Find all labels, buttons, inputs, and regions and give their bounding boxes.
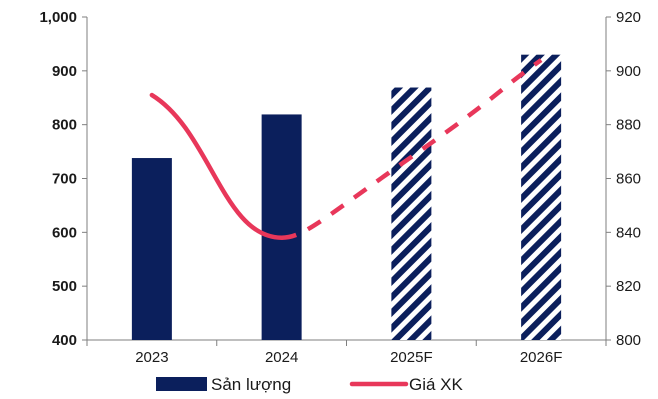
x-tick-label: 2025F (390, 349, 433, 366)
line-series (149, 58, 543, 240)
legend-label-bar: Sản lượng (211, 375, 291, 394)
x-tick-label: 2026F (520, 349, 563, 366)
left-tick-label: 800 (52, 117, 77, 134)
x-tick-label: 2023 (135, 349, 168, 366)
right-tick-label: 920 (616, 9, 641, 26)
bar-2024 (261, 114, 302, 341)
legend-label-line: Giá XK (409, 375, 464, 394)
right-tick-label: 800 (616, 332, 641, 349)
legend-swatch-bar (156, 377, 207, 391)
right-tick-label: 820 (616, 278, 641, 295)
legend: Sản lượng Giá XK (156, 375, 464, 394)
x-axis-ticks: 2023 2024 2025F 2026F (86, 340, 607, 366)
right-tick-label: 860 (616, 171, 641, 188)
left-tick-label: 600 (52, 224, 77, 241)
left-tick-label: 900 (52, 63, 77, 80)
right-tick-label: 900 (616, 63, 641, 80)
left-tick-label: 500 (52, 278, 77, 295)
right-axis-ticks: 800 820 840 860 880 900 920 (606, 9, 641, 349)
right-tick-label: 880 (616, 117, 641, 134)
bar-2026F (521, 54, 562, 340)
right-tick-label: 840 (616, 224, 641, 241)
left-tick-label: 700 (52, 171, 77, 188)
plot-area: 400 500 600 700 800 900 1,000 800 820 840 860 880 9… (39, 9, 641, 366)
left-tick-label: 1,000 (39, 9, 77, 26)
bar-2025F (391, 87, 432, 340)
x-tick-label: 2024 (265, 349, 298, 366)
left-tick-label: 400 (52, 332, 77, 349)
bar-series (131, 54, 562, 341)
bar-2023 (131, 158, 172, 340)
line-actual-segment (149, 92, 284, 240)
left-axis-ticks: 400 500 600 700 800 900 1,000 (39, 9, 87, 349)
